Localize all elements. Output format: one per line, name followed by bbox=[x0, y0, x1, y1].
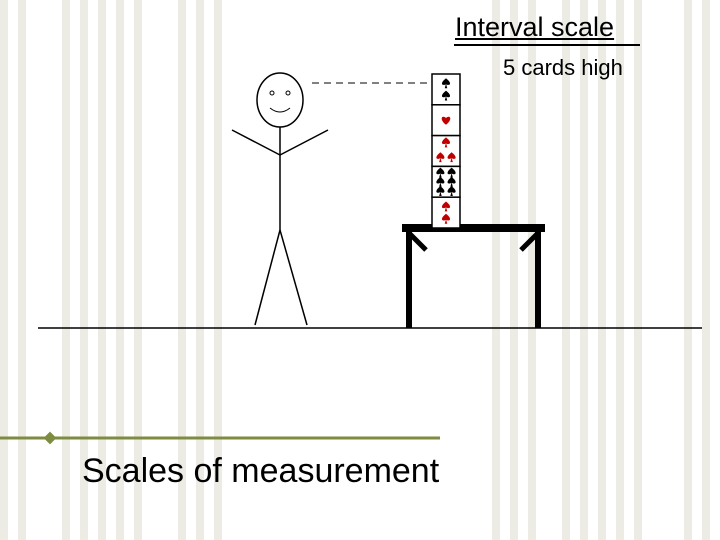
illustration-stage bbox=[0, 0, 720, 540]
